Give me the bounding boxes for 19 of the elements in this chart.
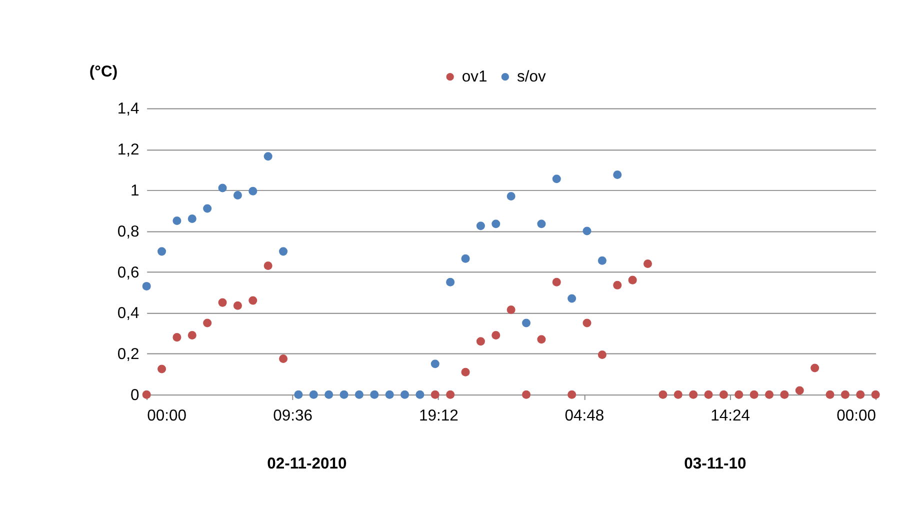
- text: 02-11-2010: [267, 455, 348, 472]
- text: 03-11-10: [684, 455, 746, 472]
- y-tick-label: 0,6: [117, 264, 140, 282]
- x-tick-label: 14:24: [710, 408, 750, 425]
- y-tick-label: 1: [130, 182, 140, 200]
- y-tick-label: 0,4: [117, 305, 140, 322]
- legend-label: ov1: [462, 68, 488, 86]
- x-tick-label: 09:36: [273, 408, 313, 425]
- x-tick-label: 04:48: [564, 408, 604, 425]
- y-tick-label: 1,4: [117, 100, 140, 118]
- y-tick-label: 1,2: [117, 142, 140, 159]
- y-tick-label: 0: [130, 386, 140, 404]
- x-tick-label: 00:00: [836, 408, 876, 425]
- y-axis-title: (°C): [89, 63, 118, 80]
- y-tick-label: 0,8: [117, 223, 140, 240]
- x-tick-label: 00:00: [147, 408, 187, 425]
- x-tick-label: 19:12: [418, 408, 458, 425]
- y-tick-label: 0,2: [117, 346, 140, 364]
- legend-label: s/ov: [516, 68, 546, 86]
